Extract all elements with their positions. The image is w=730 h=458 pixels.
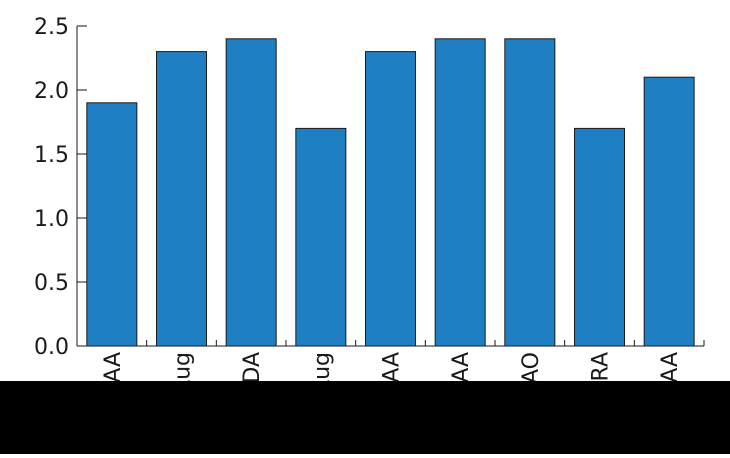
y-tick-label: 1.0 bbox=[34, 207, 69, 232]
bars-layer bbox=[86, 38, 695, 347]
y-tick-label: 2.0 bbox=[34, 79, 69, 104]
obscured-region bbox=[0, 381, 730, 454]
y-tick-label: 2.5 bbox=[34, 15, 69, 40]
bar bbox=[156, 51, 207, 347]
bar bbox=[86, 102, 138, 347]
y-tick-label: 1.5 bbox=[34, 143, 69, 168]
bar bbox=[225, 38, 277, 347]
bar bbox=[574, 127, 625, 347]
bar bbox=[434, 38, 486, 347]
y-tick-label: 0.0 bbox=[34, 335, 69, 360]
bar bbox=[643, 76, 695, 347]
x-tick-label: RA bbox=[589, 352, 614, 381]
axes-layer bbox=[76, 26, 704, 347]
bar bbox=[504, 38, 556, 347]
y-tick-label: 0.5 bbox=[34, 271, 69, 296]
x-tick-label: AA bbox=[101, 352, 126, 383]
bar bbox=[365, 51, 416, 347]
bar bbox=[295, 127, 347, 347]
y-ticks: 0.0 0.5 1.0 1.5 2.0 2.5 bbox=[34, 15, 87, 360]
